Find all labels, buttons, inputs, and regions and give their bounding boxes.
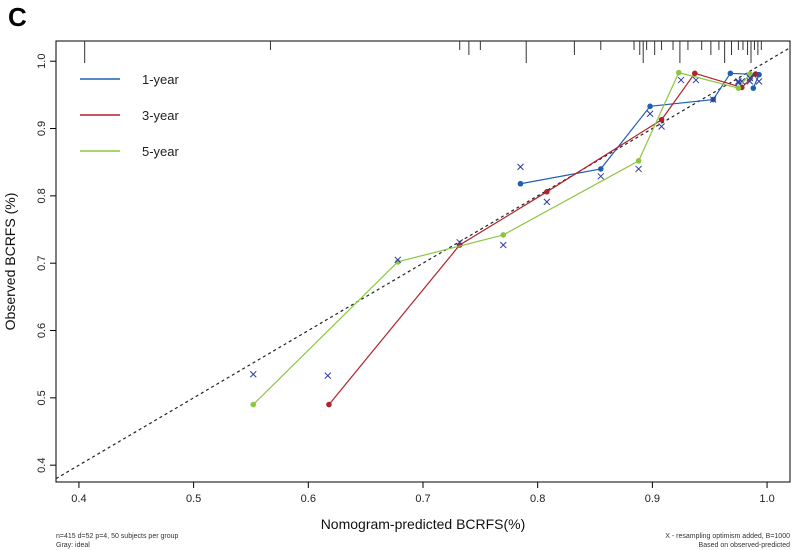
y-axis-title: Observed BCRFS (%) [2, 193, 18, 331]
series-5-year [249, 69, 754, 408]
x-tick-label: 0.5 [186, 493, 201, 505]
x-axis-title: Nomogram-predicted BCRFS(%) [321, 516, 526, 532]
corrected-cross [517, 163, 524, 171]
cross-stroke [394, 256, 402, 264]
panel-letter: C [8, 2, 27, 32]
legend-label: 5-year [142, 144, 180, 159]
apparent-point [544, 189, 550, 195]
corrected-cross [735, 78, 742, 85]
apparent-point [500, 232, 507, 238]
x-tick-label: 1.0 [759, 493, 774, 505]
cross-stroke [324, 372, 332, 379]
apparent-point [635, 158, 642, 164]
cross-stroke [543, 198, 551, 206]
x-tick-label: 0.7 [415, 493, 430, 505]
y-tick-label: 0.5 [36, 390, 48, 405]
corrected-cross [249, 370, 257, 378]
footnote-left-line1: n=415 d=52 p=4, 50 subjects per group [56, 533, 179, 540]
apparent-point [727, 70, 734, 77]
apparent-point [647, 103, 653, 110]
corrected-cross [499, 241, 507, 249]
corrected-cross [456, 238, 464, 246]
apparent-point [747, 71, 753, 77]
cross-stroke [249, 370, 257, 378]
cross-stroke [658, 123, 665, 130]
cross-stroke [646, 110, 654, 118]
footnote-left: n=415 d=52 p=4, 50 subjects per group Gr… [56, 532, 178, 550]
apparent-point [750, 85, 757, 91]
y-tick-label: 1.0 [36, 54, 48, 69]
corrected-cross [709, 96, 717, 103]
x-tick-label: 0.9 [645, 493, 660, 505]
series-layer [249, 69, 763, 408]
ideal-line [55, 47, 791, 480]
series-3-year [324, 70, 759, 408]
y-tick-label: 0.9 [36, 121, 48, 136]
footnote-right: X - resampling optimism added, B=1000 Ba… [665, 532, 790, 550]
apparent-point [597, 166, 604, 172]
footnote-right-line2: Based on observed-predicted [698, 542, 790, 549]
series-line [328, 72, 757, 405]
apparent-point [394, 259, 401, 265]
cross-stroke [456, 238, 464, 246]
corrected-cross [635, 165, 642, 173]
cross-stroke [755, 78, 763, 85]
corrected-cross [646, 110, 654, 118]
axes-layer: 0.4 0.5 0.6 0.7 0.8 0.9 1.0 0.4 0.5 0.6 0.7 0.8 0.9 1… [36, 40, 791, 505]
cross-stroke [635, 165, 642, 173]
legend-layer: 1-year 3-year 5-year [80, 72, 180, 159]
apparent-point [692, 70, 698, 77]
series-1-year [517, 70, 763, 187]
apparent-point [250, 401, 257, 408]
footnote-right-line1: X - resampling optimism added, B=1000 [665, 533, 790, 540]
corrected-cross [658, 123, 665, 130]
apparent-point [735, 85, 742, 91]
corrected-cross [543, 198, 551, 206]
ideal-line-layer [55, 47, 791, 480]
apparent-point [675, 69, 682, 76]
footnote-left-line2: Gray: ideal [56, 542, 90, 549]
corrected-cross [746, 74, 754, 82]
rug-layer [84, 41, 762, 63]
legend-label: 1-year [142, 72, 180, 87]
cross-stroke [517, 163, 524, 171]
apparent-point [658, 116, 665, 123]
series-line [252, 71, 751, 405]
apparent-point [517, 180, 524, 187]
corrected-cross [394, 256, 402, 264]
x-tick-label: 0.8 [530, 493, 545, 505]
x-tick-label: 0.6 [301, 493, 316, 505]
cross-stroke [597, 172, 605, 180]
corrected-cross [755, 78, 763, 85]
cross-stroke [677, 76, 685, 84]
cross-stroke [746, 74, 754, 82]
corrected-cross [738, 78, 746, 85]
y-tick-label: 0.6 [36, 323, 48, 338]
corrected-cross [677, 76, 685, 84]
corrected-cross [735, 79, 742, 87]
y-tick-label: 0.7 [36, 256, 48, 271]
cross-stroke [499, 241, 507, 249]
y-tick-label: 0.8 [36, 188, 48, 203]
cross-stroke [709, 96, 717, 103]
apparent-point [326, 401, 332, 408]
legend-label: 3-year [142, 108, 180, 123]
cross-stroke [738, 78, 746, 85]
corrected-cross [324, 372, 332, 379]
corrected-cross [597, 172, 605, 180]
x-tick-label: 0.4 [71, 493, 86, 505]
y-tick-label: 0.4 [36, 458, 48, 473]
cross-stroke [735, 79, 742, 87]
